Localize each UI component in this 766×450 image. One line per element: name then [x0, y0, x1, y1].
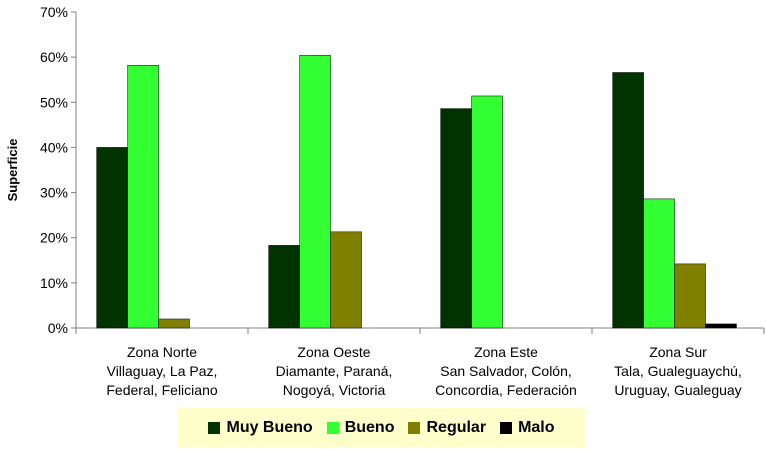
legend-swatch	[208, 421, 221, 434]
category-label: Concordia, Federación	[435, 382, 577, 398]
category-label: Tala, Gualeguaychú,	[614, 363, 742, 379]
y-tick-label: 50%	[40, 94, 68, 110]
y-tick-label: 20%	[40, 230, 68, 246]
legend-item: Malo	[500, 418, 555, 437]
category-label: Zona Sur	[649, 344, 707, 360]
category-label: Zona Oeste	[297, 344, 370, 360]
y-tick-label: 70%	[40, 4, 68, 20]
legend-swatch	[408, 421, 421, 434]
bar-bueno	[127, 65, 159, 329]
bar-regular	[158, 318, 190, 329]
y-tick-label: 0%	[48, 320, 68, 336]
category-label: Uruguay, Gualeguay	[614, 382, 741, 398]
legend-item: Regular	[408, 419, 486, 437]
bar-muy-bueno	[96, 147, 128, 329]
category-label: Diamante, Paraná,	[276, 363, 393, 379]
legend-label: Bueno	[344, 418, 395, 436]
category-label: Zona Este	[474, 344, 538, 360]
legend-label: Malo	[518, 418, 555, 436]
bars	[96, 55, 737, 329]
bar-muy-bueno	[440, 108, 472, 329]
legend-swatch	[326, 421, 339, 434]
legend-item: Bueno	[326, 418, 395, 437]
category-label: San Salvador, Colón,	[440, 363, 572, 379]
bar-malo	[705, 323, 737, 329]
bar-bueno	[643, 198, 675, 329]
bar-muy-bueno	[268, 245, 300, 329]
category-label: Zona Norte	[127, 344, 197, 360]
bar-regular	[330, 231, 362, 329]
bar-chart: 0% 10% 20% 30% 40% 50% 60% 70% Superficie Zona No…	[5, 4, 765, 398]
bar-bueno	[299, 55, 331, 329]
category-label: Villaguay, La Paz,	[107, 363, 218, 379]
y-tick-label: 10%	[40, 275, 68, 291]
legend-item: Muy Bueno	[208, 418, 313, 437]
legend-label: Regular	[426, 418, 487, 436]
legend-swatch	[500, 421, 513, 434]
y-tick-label: 60%	[40, 49, 68, 65]
category-label: Nogoyá, Victoria	[283, 382, 386, 398]
legend-label: Muy Bueno	[226, 418, 313, 436]
bar-muy-bueno	[612, 72, 644, 329]
category-label: Federal, Feliciano	[106, 382, 217, 398]
y-tick-label: 30%	[40, 185, 68, 201]
labels: 0% 10% 20% 30% 40% 50% 60% 70% Superficie Zona No…	[5, 4, 742, 398]
bar-regular	[674, 263, 706, 329]
y-axis-title: Superficie	[5, 139, 20, 202]
bar-bueno	[471, 95, 503, 329]
legend: Muy Bueno Bueno Regular Malo	[178, 408, 585, 447]
y-tick-label: 40%	[40, 139, 68, 155]
